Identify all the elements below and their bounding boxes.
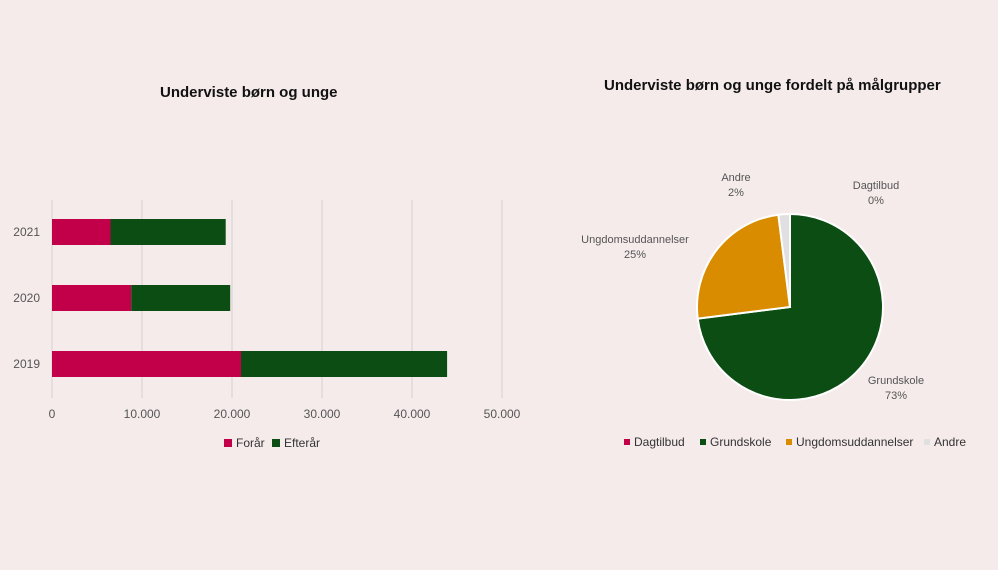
pie-label-percent: 25%	[624, 249, 646, 261]
bar-forår-2021	[52, 219, 111, 245]
pie-label-name: Grundskole	[868, 375, 924, 387]
bar-efterår-2021	[110, 219, 226, 245]
x-tick-label: 10.000	[124, 407, 161, 421]
pie-label-percent: 73%	[885, 390, 907, 402]
pie-slice-andre	[777, 212, 791, 308]
legend-label: Andre	[934, 435, 966, 449]
y-tick-label: 2021	[13, 225, 40, 239]
legend-swatch	[272, 439, 280, 447]
y-tick-label: 2019	[13, 357, 40, 371]
pie-label-name: Ungdomsuddannelser	[581, 234, 689, 246]
bar-efterår-2020	[131, 285, 231, 311]
legend-label: Dagtilbud	[634, 435, 685, 449]
x-tick-label: 30.000	[304, 407, 341, 421]
x-tick-label: 0	[49, 407, 56, 421]
legend-label: Efterår	[284, 436, 320, 450]
bar-efterår-2019	[241, 351, 448, 377]
bar-chart-title: Underviste børn og unge	[160, 84, 338, 101]
legend-label: Forår	[236, 436, 265, 450]
legend-label: Ungdomsuddannelser	[796, 435, 913, 449]
legend-label: Grundskole	[710, 435, 772, 449]
pie-label-percent: 2%	[728, 187, 744, 199]
legend-swatch	[624, 439, 630, 445]
x-tick-label: 50.000	[484, 407, 521, 421]
bar-forår-2020	[52, 285, 132, 311]
legend-swatch	[924, 439, 930, 445]
x-tick-label: 40.000	[394, 407, 431, 421]
x-tick-label: 20.000	[214, 407, 251, 421]
pie-chart-title: Underviste børn og unge fordelt på målgr…	[604, 77, 941, 94]
pie-slice-ungdomsuddannelser	[696, 213, 792, 320]
legend-swatch	[224, 439, 232, 447]
legend-swatch	[700, 439, 706, 445]
y-tick-label: 2020	[13, 291, 40, 305]
pie-label-name: Dagtilbud	[853, 180, 899, 192]
legend-swatch	[786, 439, 792, 445]
bar-forår-2019	[52, 351, 241, 377]
pie-label-percent: 0%	[868, 195, 884, 207]
pie-label-name: Andre	[721, 172, 750, 184]
